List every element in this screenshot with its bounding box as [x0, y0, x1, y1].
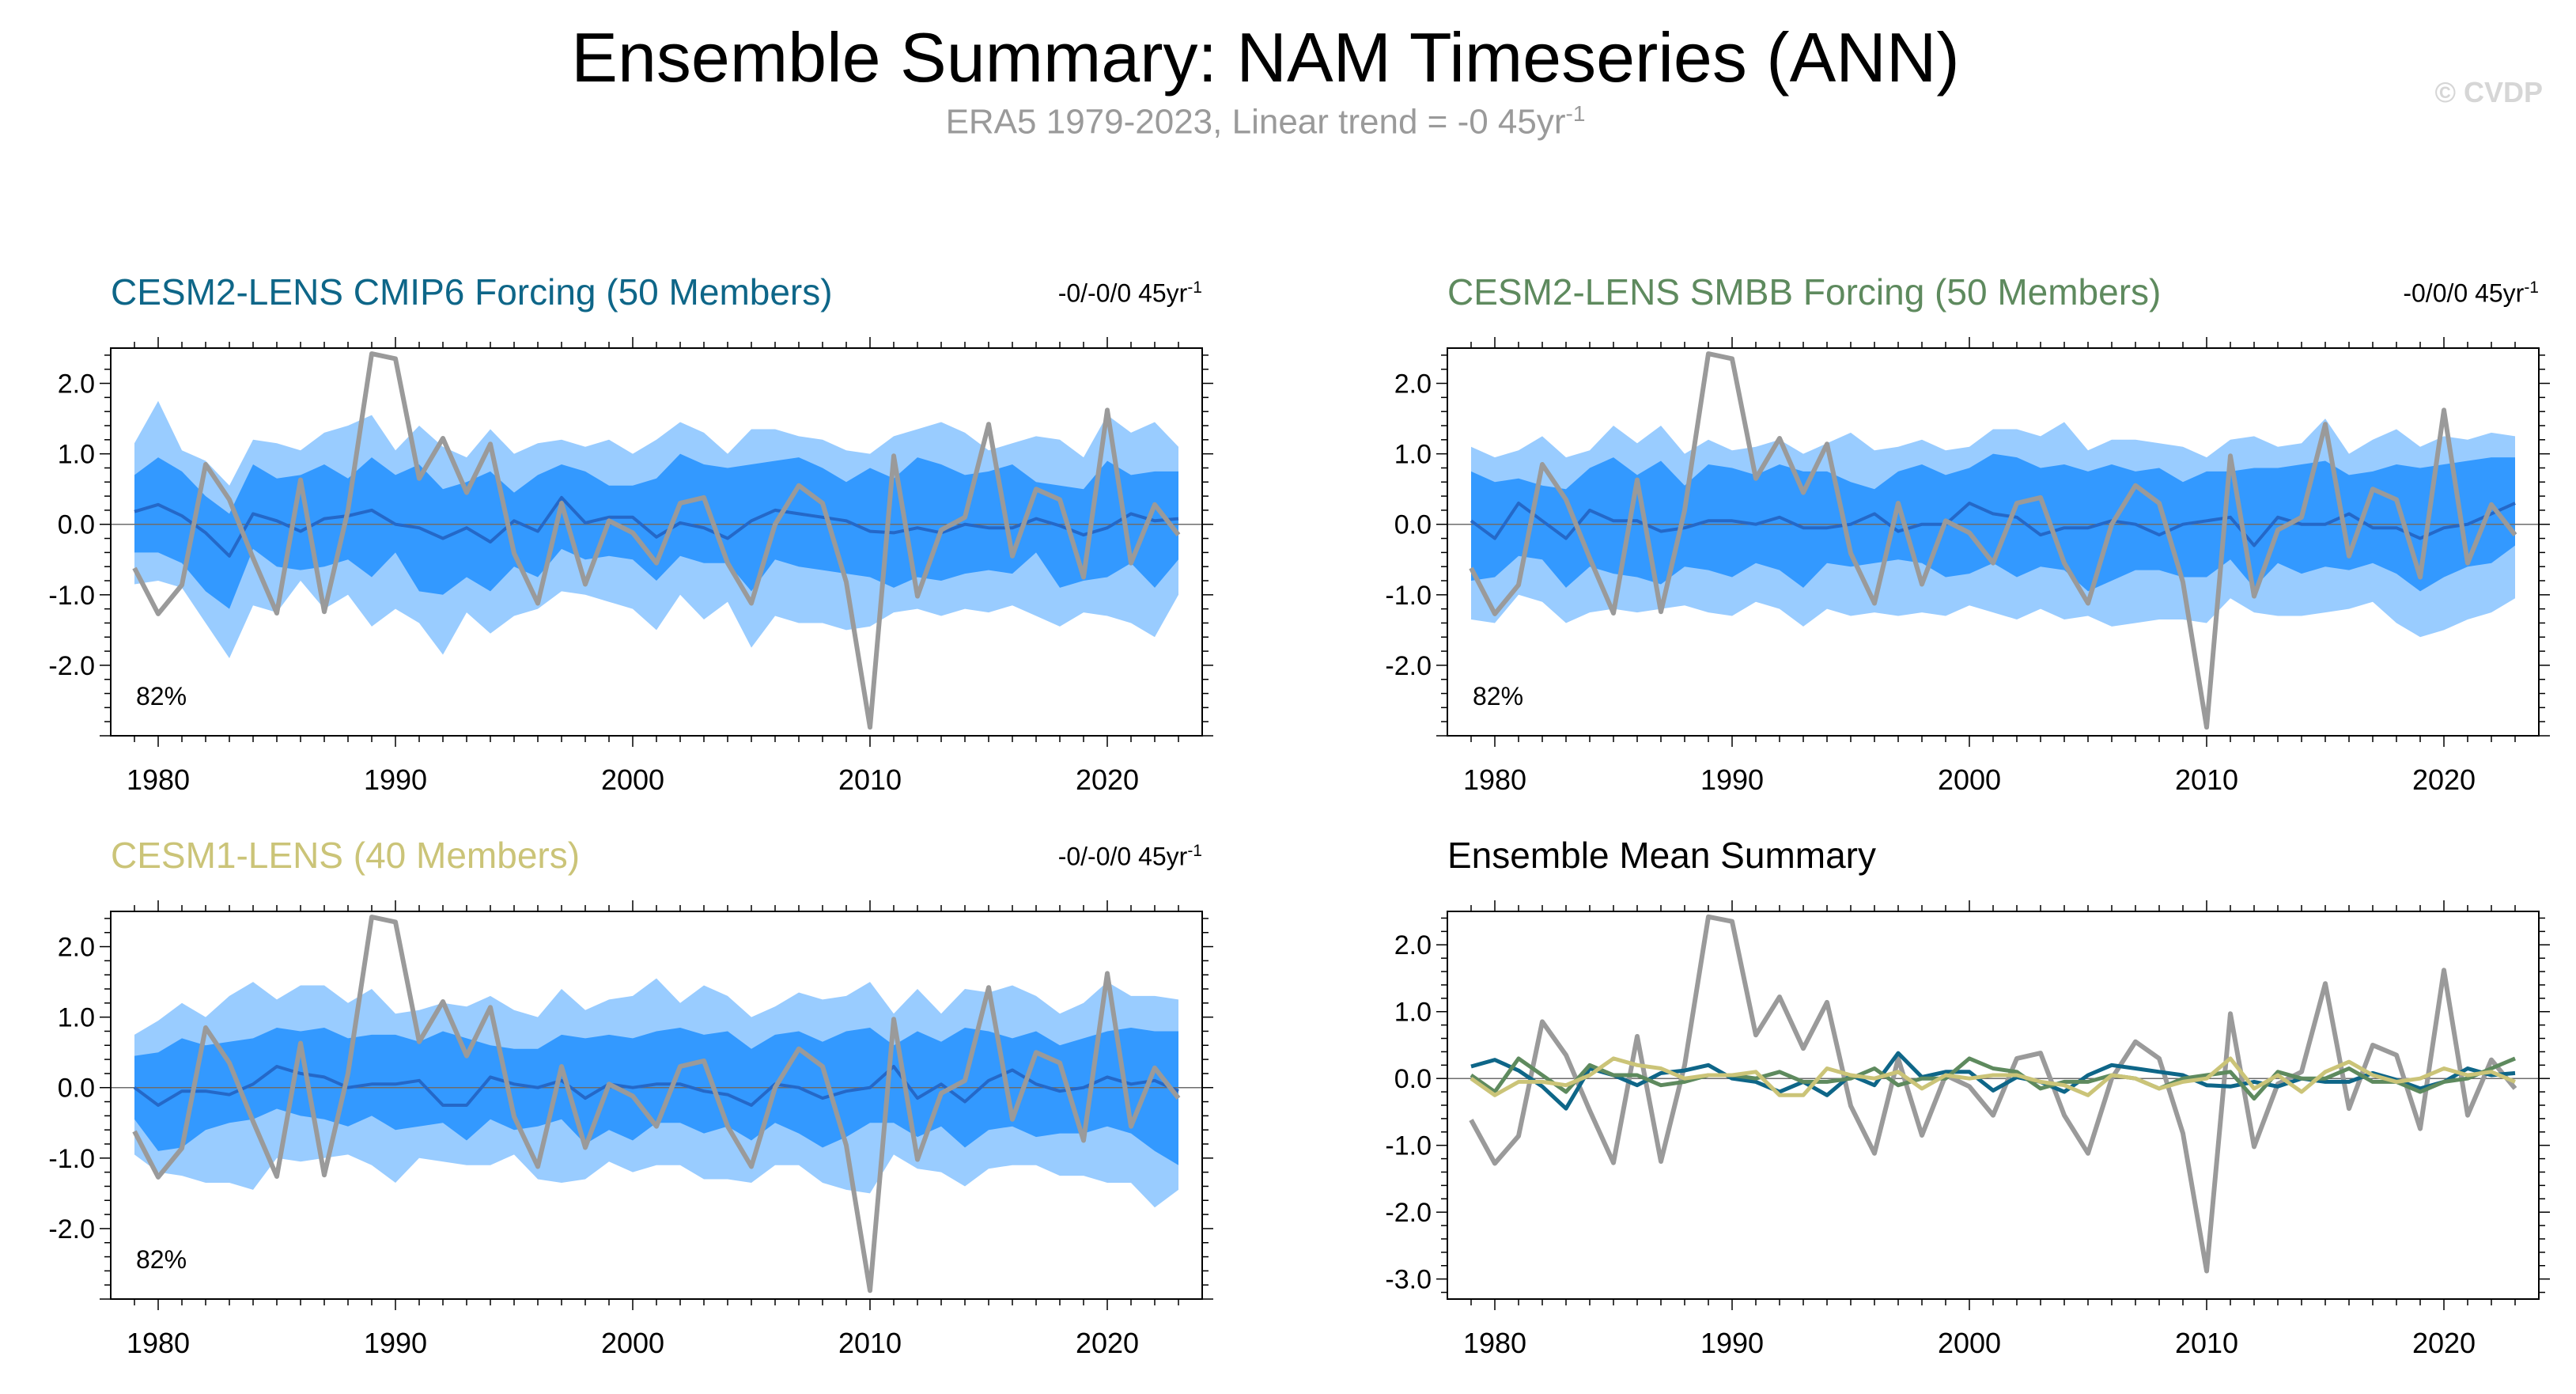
x-tick-label: 2010 — [838, 763, 902, 796]
inner-spread-band — [134, 453, 1178, 609]
smbb-mean-line — [1470, 1056, 2516, 1101]
x-tick-label: 1990 — [364, 763, 427, 796]
y-tick-label: 0.0 — [1394, 1064, 1432, 1094]
x-tick-label: 1990 — [1700, 1327, 1764, 1359]
y-tick-label: 1.0 — [58, 440, 95, 470]
chart-plot: 2.0 1.0 0.0 -1.0 -2.0 -3.0 1980 1990 2000 2010 202… — [1385, 900, 2550, 1359]
panel-cesm2-cmip6: CESM2-LENS CMIP6 Forcing (50 Members) -0… — [0, 269, 1250, 823]
chart-plot: 2.0 1.0 0.0 -1.0 -2.0 1980 1990 2000 2010 2020 — [1385, 337, 2550, 796]
y-tick-label: 1.0 — [1394, 998, 1432, 1028]
y-tick-label: 1.0 — [58, 1003, 95, 1033]
watermark-label: © CVDP — [2434, 76, 2543, 108]
panel-cesm1-lens: CESM1-LENS (40 Members) -0/-0/0 45yr-1 2… — [0, 832, 1250, 1386]
trend-superscript: -1 — [1187, 842, 1202, 860]
trend-text: -0/-0/0 45yr — [1057, 278, 1188, 308]
x-tick-label: 1990 — [364, 1327, 427, 1359]
x-tick-label: 2020 — [1076, 1327, 1139, 1359]
observed-line — [132, 915, 1181, 1294]
x-tick-label: 2010 — [2175, 763, 2238, 796]
trend-text: -0/0/0 45yr — [2403, 278, 2525, 308]
y-tick-label: 2.0 — [58, 933, 95, 963]
y-tick-label: 2.0 — [58, 369, 95, 400]
percent-label: 82% — [136, 682, 187, 710]
percent-label: 82% — [136, 1245, 187, 1274]
x-tick-label: 1980 — [1463, 1327, 1526, 1359]
x-tick-label: 2020 — [2412, 1327, 2476, 1359]
cesm1-mean-line — [1470, 1056, 2516, 1097]
x-tick-label: 2010 — [2175, 1327, 2238, 1359]
y-tick-label: 0.0 — [58, 510, 95, 540]
y-tick-label: -3.0 — [1385, 1265, 1432, 1295]
figure-title: Ensemble Summary: NAM Timeseries (ANN) — [571, 18, 1960, 97]
y-tick-label: -2.0 — [1385, 651, 1432, 681]
x-tick-label: 2010 — [838, 1327, 902, 1359]
x-tick-label: 1980 — [127, 1327, 190, 1359]
y-tick-label: -1.0 — [1385, 581, 1432, 611]
x-tick-label: 2000 — [601, 763, 664, 796]
panel-title: Ensemble Mean Summary — [1447, 835, 1876, 876]
panel-title: CESM2-LENS SMBB Forcing (50 Members) — [1447, 271, 2162, 313]
panel-cesm2-smbb: CESM2-LENS SMBB Forcing (50 Members) -0/… — [1337, 269, 2576, 823]
y-tick-label: -1.0 — [48, 581, 95, 611]
panel-title: CESM2-LENS CMIP6 Forcing (50 Members) — [111, 271, 833, 313]
subtitle-text: ERA5 1979-2023, Linear trend = -0 45yr — [945, 102, 1566, 142]
y-tick-label: 0.0 — [58, 1074, 95, 1104]
trend-superscript: -1 — [1187, 278, 1202, 297]
x-tick-label: 1980 — [127, 763, 190, 796]
panel-title: CESM1-LENS (40 Members) — [111, 835, 581, 876]
inner-spread-band — [134, 1028, 1178, 1165]
panel-trend-label: -0/-0/0 45yr-1 — [933, 278, 1202, 309]
cmip6-mean-line — [1470, 1051, 2516, 1111]
y-tick-label: -1.0 — [1385, 1131, 1432, 1161]
x-tick-label: 2000 — [1938, 763, 2001, 796]
trend-text: -0/-0/0 45yr — [1057, 842, 1188, 871]
x-tick-label: 1990 — [1700, 763, 1764, 796]
plot-frame — [1447, 911, 2540, 1300]
percent-label: 82% — [1473, 682, 1524, 710]
observed-line — [132, 351, 1181, 730]
y-tick-label: -2.0 — [48, 1214, 95, 1244]
x-tick-label: 1980 — [1463, 763, 1526, 796]
observed-line — [1469, 914, 2517, 1274]
y-tick-label: 2.0 — [1394, 930, 1432, 960]
y-tick-label: -1.0 — [48, 1144, 95, 1174]
y-tick-label: 1.0 — [1394, 440, 1432, 470]
panel-trend-label: -0/0/0 45yr-1 — [2270, 278, 2539, 309]
y-tick-label: 2.0 — [1394, 369, 1432, 400]
figure-subtitle: ERA5 1979-2023, Linear trend = -0 45yr-1 — [0, 101, 2531, 142]
chart-plot: 2.0 1.0 0.0 -1.0 -2.0 1980 1990 2000 2010 2020 — [48, 900, 1213, 1359]
x-tick-label: 2020 — [1076, 763, 1139, 796]
subtitle-superscript: -1 — [1565, 101, 1586, 126]
x-tick-label: 2020 — [2412, 763, 2476, 796]
y-tick-label: 0.0 — [1394, 510, 1432, 540]
observed-line — [1469, 351, 2517, 730]
y-tick-label: -2.0 — [1385, 1198, 1432, 1228]
inner-spread-band — [1471, 453, 2515, 592]
x-tick-label: 2000 — [601, 1327, 664, 1359]
panel-trend-label: -0/-0/0 45yr-1 — [933, 842, 1202, 872]
x-tick-label: 2000 — [1938, 1327, 2001, 1359]
panel-ensemble-mean-summary: Ensemble Mean Summary 2.0 1.0 0.0 -1.0 -2.0 -… — [1337, 832, 2576, 1386]
trend-superscript: -1 — [2524, 278, 2539, 297]
chart-plot: 2.0 1.0 0.0 -1.0 -2.0 1980 1990 2000 2010 2020 — [48, 337, 1213, 796]
y-tick-label: -2.0 — [48, 651, 95, 681]
